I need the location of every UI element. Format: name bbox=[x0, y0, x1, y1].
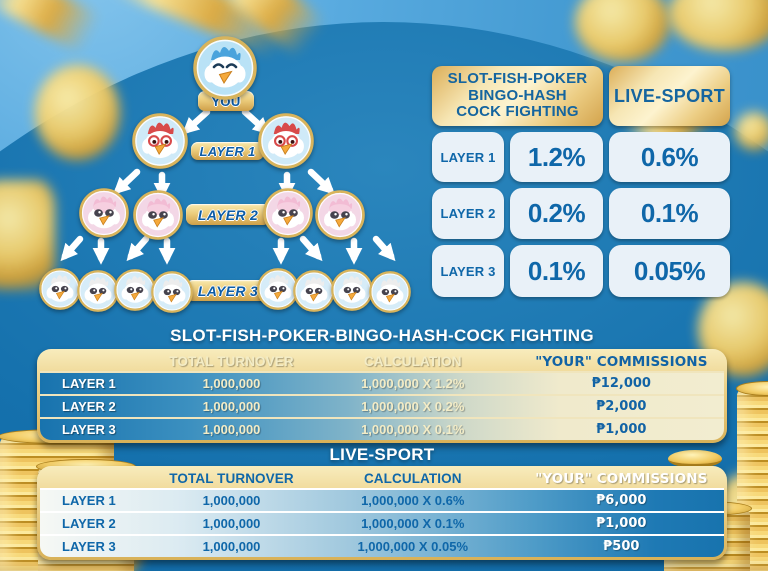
rate-layer-label: LAYER 1 bbox=[432, 132, 504, 182]
header-your-commissions: "YOUR" COMMISSIONS bbox=[535, 470, 708, 487]
games-rate-value: 1.2% bbox=[510, 132, 603, 182]
cell-turnover: 1,000,000 bbox=[202, 493, 261, 508]
cell-turnover: 1,000,000 bbox=[202, 399, 261, 414]
games-column-header: SLOT-FISH-POKER BINGO-HASH COCK FIGHTING bbox=[432, 66, 603, 126]
sport-rate-value: 0.05% bbox=[609, 245, 730, 297]
live-sport-commission-table: TOTAL TURNOVER CALCULATION "YOUR" COMMIS… bbox=[37, 466, 727, 560]
layer1-member-avatar bbox=[258, 113, 314, 169]
layer2-member-avatar bbox=[79, 188, 129, 238]
layer3-member-avatar bbox=[369, 271, 411, 313]
cell-calculation: 1,000,000 X 0.6% bbox=[361, 493, 465, 508]
layer1-member-avatar bbox=[132, 113, 188, 169]
header-calculation: CALCULATION bbox=[363, 471, 462, 486]
cell-layer: LAYER 1 bbox=[62, 493, 116, 508]
cell-commission: ₱1,000 bbox=[596, 422, 647, 437]
sport-rate-value: 0.1% bbox=[609, 188, 730, 239]
cell-turnover: 1,000,000 bbox=[202, 422, 261, 437]
coin-decor bbox=[575, 0, 670, 62]
games-table-title: SLOT-FISH-POKER-BINGO-HASH-COCK FIGHTING bbox=[170, 326, 594, 345]
cell-calculation: 1,000,000 X 0.2% bbox=[361, 399, 465, 414]
layer3-member-avatar bbox=[39, 268, 81, 310]
table-header-row: TOTAL TURNOVER CALCULATION "YOUR" COMMIS… bbox=[40, 352, 724, 371]
rate-layer-label: LAYER 3 bbox=[432, 245, 504, 297]
games-commission-table: TOTAL TURNOVER CALCULATION "YOUR" COMMIS… bbox=[37, 349, 727, 443]
games-rate-value: 0.2% bbox=[510, 188, 603, 239]
coin-decor bbox=[0, 180, 55, 290]
layer2-member-avatar bbox=[315, 190, 365, 240]
header-total-turnover: TOTAL TURNOVER bbox=[169, 471, 294, 486]
games-rate-value: 0.1% bbox=[510, 245, 603, 297]
cell-calculation: 1,000,000 X 1.2% bbox=[361, 376, 465, 391]
table-row: LAYER 3 1,000,000 1,000,000 X 0.05% ₱500 bbox=[40, 534, 724, 557]
table-header-row: TOTAL TURNOVER CALCULATION "YOUR" COMMIS… bbox=[40, 469, 724, 488]
cell-layer: LAYER 3 bbox=[62, 422, 116, 437]
layer3-member-avatar bbox=[293, 270, 335, 312]
cell-turnover: 1,000,000 bbox=[202, 539, 261, 554]
you-avatar bbox=[193, 36, 257, 100]
sport-rate-value: 0.6% bbox=[609, 132, 730, 182]
coin-decor bbox=[735, 112, 768, 150]
cell-calculation: 1,000,000 X 0.1% bbox=[361, 516, 465, 531]
cell-turnover: 1,000,000 bbox=[202, 376, 261, 391]
cell-layer: LAYER 1 bbox=[62, 376, 116, 391]
cell-calculation: 1,000,000 X 0.1% bbox=[361, 422, 465, 437]
table-row: LAYER 2 1,000,000 1,000,000 X 0.1% ₱1,00… bbox=[40, 511, 724, 534]
cell-commission: ₱12,000 bbox=[591, 376, 651, 391]
live-sport-table-title: LIVE-SPORT bbox=[329, 445, 435, 464]
table-row: LAYER 2 1,000,000 1,000,000 X 0.2% ₱2,00… bbox=[40, 394, 724, 417]
header-calculation: CALCULATION bbox=[363, 354, 462, 369]
cell-layer: LAYER 3 bbox=[62, 539, 116, 554]
cell-commission: ₱2,000 bbox=[596, 399, 647, 414]
table-row: LAYER 1 1,000,000 1,000,000 X 1.2% ₱12,0… bbox=[40, 371, 724, 394]
layer3-badge: LAYER 3 bbox=[186, 280, 270, 301]
header-total-turnover: TOTAL TURNOVER bbox=[169, 354, 294, 369]
coin-decor bbox=[35, 65, 120, 160]
table-row: LAYER 1 1,000,000 1,000,000 X 0.6% ₱6,00… bbox=[40, 488, 724, 511]
cell-layer: LAYER 2 bbox=[62, 516, 116, 531]
cell-commission: ₱1,000 bbox=[596, 516, 647, 531]
layer3-member-avatar bbox=[77, 270, 119, 312]
header-your-commissions: "YOUR" COMMISSIONS bbox=[535, 353, 708, 370]
cell-layer: LAYER 2 bbox=[62, 399, 116, 414]
layer3-member-avatar bbox=[151, 271, 193, 313]
layer2-member-avatar bbox=[263, 188, 313, 238]
layer1-badge: LAYER 1 bbox=[191, 142, 264, 160]
live-sport-column-header: LIVE-SPORT bbox=[609, 66, 730, 126]
cell-commission: ₱500 bbox=[603, 539, 640, 554]
commission-rates-panel: SLOT-FISH-POKER BINGO-HASH COCK FIGHTING… bbox=[432, 66, 730, 297]
layer3-member-avatar bbox=[331, 269, 373, 311]
layer2-badge: LAYER 2 bbox=[186, 204, 270, 225]
cell-turnover: 1,000,000 bbox=[202, 516, 261, 531]
cell-commission: ₱6,000 bbox=[596, 493, 647, 508]
cell-calculation: 1,000,000 X 0.05% bbox=[357, 539, 469, 554]
rate-layer-label: LAYER 2 bbox=[432, 188, 504, 239]
table-row: LAYER 3 1,000,000 1,000,000 X 0.1% ₱1,00… bbox=[40, 417, 724, 440]
layer3-member-avatar bbox=[114, 269, 156, 311]
layer2-member-avatar bbox=[133, 190, 183, 240]
